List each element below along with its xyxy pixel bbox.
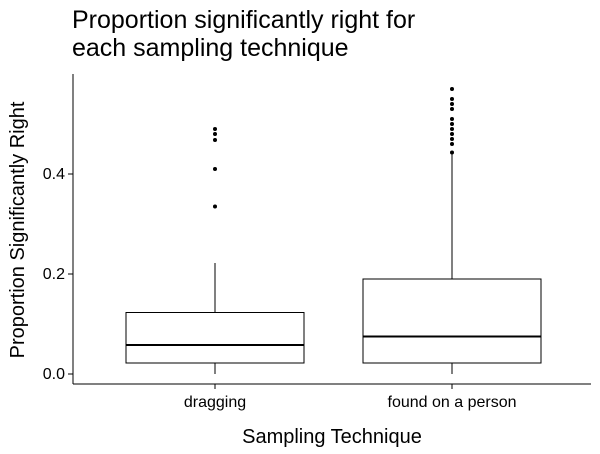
chart-title-line-1: Proportion significantly right for [72, 6, 415, 34]
box-found-on-a-person [362, 87, 542, 374]
outlier-point [450, 117, 454, 121]
y-tick-label: 0.0 [43, 366, 65, 383]
outlier-point [213, 167, 217, 171]
box-dragging [125, 127, 305, 374]
outlier-point [450, 107, 454, 111]
outlier-point [450, 132, 454, 136]
iqr-box [362, 278, 542, 364]
outlier-point [450, 137, 454, 141]
x-tick-label: dragging [184, 394, 246, 411]
outlier-point [450, 102, 454, 106]
x-axis-title: Sampling Technique [242, 426, 422, 448]
iqr-box [125, 312, 305, 364]
y-axis-ticks: 0.0 0.2 0.4 [43, 166, 73, 383]
outlier-point [213, 138, 217, 142]
outlier-point [213, 204, 217, 209]
outlier-point [450, 87, 454, 91]
x-tick-label: found on a person [388, 394, 517, 411]
outlier-point [450, 97, 454, 101]
outlier-point [213, 132, 217, 136]
y-tick-label: 0.2 [43, 266, 65, 283]
x-axis-ticks: dragging found on a person [184, 384, 517, 411]
outlier-point [450, 150, 454, 155]
outlier-point [450, 142, 454, 146]
y-axis-title: Proportion Significantly Right [7, 101, 29, 358]
y-tick-label: 0.4 [43, 166, 65, 183]
plot-area [125, 87, 542, 374]
chart-title-line-2: each sampling technique [72, 34, 349, 62]
outlier-point [450, 127, 454, 131]
outlier-point [450, 122, 454, 126]
outlier-point [213, 127, 217, 131]
